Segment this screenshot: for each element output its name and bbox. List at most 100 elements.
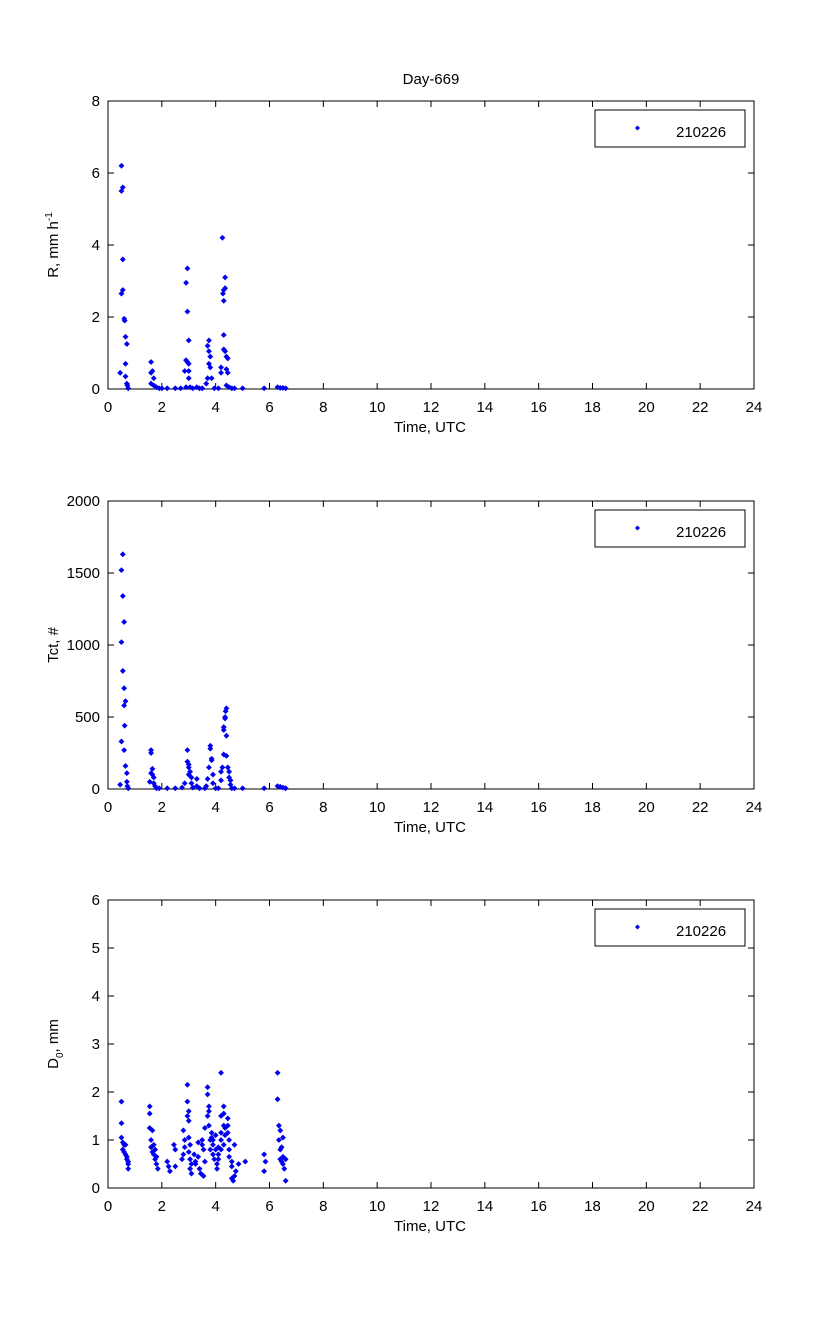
data-point	[195, 1153, 202, 1160]
data-point	[196, 1165, 203, 1172]
legend-marker-icon	[635, 924, 640, 930]
data-point	[220, 332, 227, 338]
x-tick-label: 24	[746, 399, 763, 416]
data-point	[125, 1165, 132, 1172]
data-point	[149, 765, 156, 772]
data-point	[122, 763, 129, 769]
x-tick-label: 4	[211, 799, 219, 816]
data-point	[282, 385, 289, 392]
data-point	[223, 752, 230, 759]
data-point	[172, 1146, 179, 1153]
data-point	[149, 368, 156, 374]
legend: 210226	[594, 908, 746, 947]
data-point	[118, 567, 125, 574]
data-point	[206, 360, 212, 367]
data-point	[199, 1137, 206, 1143]
data-point	[122, 333, 129, 340]
data-point	[261, 785, 268, 792]
x-tick-label: 22	[692, 1198, 709, 1215]
data-point	[215, 1156, 222, 1163]
data-point	[121, 702, 128, 709]
legend: 210226	[594, 109, 746, 148]
data-point	[125, 385, 132, 392]
data-point	[181, 780, 188, 787]
data-point	[218, 364, 224, 371]
data-point	[121, 747, 128, 754]
x-tick-label: 12	[423, 799, 440, 816]
data-point	[220, 1110, 227, 1117]
data-point	[204, 342, 211, 349]
x-tick-label: 4	[211, 399, 219, 416]
data-point	[172, 785, 179, 792]
y-tick-label: 2	[92, 309, 100, 326]
data-point	[187, 1165, 194, 1172]
data-point	[277, 1127, 284, 1134]
data-point	[227, 781, 234, 788]
data-point	[165, 1163, 172, 1170]
data-point	[204, 1084, 211, 1091]
x-tick-label: 12	[423, 399, 440, 416]
x-tick-label: 2	[158, 399, 166, 416]
data-point	[206, 1103, 212, 1110]
data-point	[218, 369, 224, 376]
data-point	[206, 348, 212, 355]
data-point	[242, 1158, 249, 1165]
x-axis-label: Time, UTC	[394, 819, 466, 836]
data-point	[185, 1108, 192, 1115]
x-tick-label: 2	[158, 1198, 166, 1215]
data-point	[214, 1161, 220, 1167]
data-point	[156, 785, 163, 792]
y-axis-label: R, mm h-1	[44, 212, 62, 278]
x-tick-label: 2	[158, 799, 166, 816]
data-point	[214, 1165, 220, 1172]
data-point	[189, 784, 196, 791]
data-point	[218, 768, 224, 775]
y-tick-label: 1500	[67, 565, 100, 582]
data-point	[166, 1168, 173, 1175]
data-point	[223, 732, 230, 739]
data-point	[193, 775, 200, 782]
data-point	[185, 771, 192, 778]
data-point	[231, 1141, 238, 1148]
x-tick-label: 10	[369, 799, 386, 816]
x-tick-label: 18	[584, 799, 601, 816]
data-point	[146, 778, 153, 785]
data-point	[207, 353, 214, 360]
data-point	[146, 1110, 153, 1117]
data-point	[224, 1129, 231, 1136]
data-point	[164, 385, 171, 392]
data-point	[207, 745, 214, 752]
data-point	[228, 1158, 235, 1165]
data-point	[184, 1098, 191, 1105]
data-point	[226, 1153, 233, 1160]
data-point	[171, 1141, 177, 1148]
data-point	[280, 1134, 286, 1141]
data-point	[218, 1129, 224, 1136]
data-point	[224, 355, 231, 362]
y-label-superscript: -1	[44, 212, 55, 221]
data-point	[218, 1146, 224, 1153]
x-tick-label: 10	[369, 399, 386, 416]
data-point	[150, 375, 157, 382]
data-point	[188, 1170, 195, 1177]
data-point	[148, 1144, 154, 1151]
data-point	[218, 1069, 224, 1076]
data-point	[262, 1158, 269, 1165]
x-tick-label: 4	[211, 1198, 219, 1215]
data-point	[222, 715, 229, 722]
data-point	[149, 1127, 156, 1134]
data-point	[187, 1156, 194, 1163]
data-point	[210, 780, 216, 787]
y-tick-label: 4	[92, 237, 100, 254]
data-point	[222, 348, 229, 355]
data-point	[230, 1177, 237, 1184]
data-point	[218, 777, 224, 784]
data-point	[204, 1113, 211, 1119]
data-point	[220, 727, 227, 733]
data-point	[278, 1144, 285, 1151]
data-point	[274, 1069, 281, 1076]
data-point	[201, 1125, 208, 1131]
